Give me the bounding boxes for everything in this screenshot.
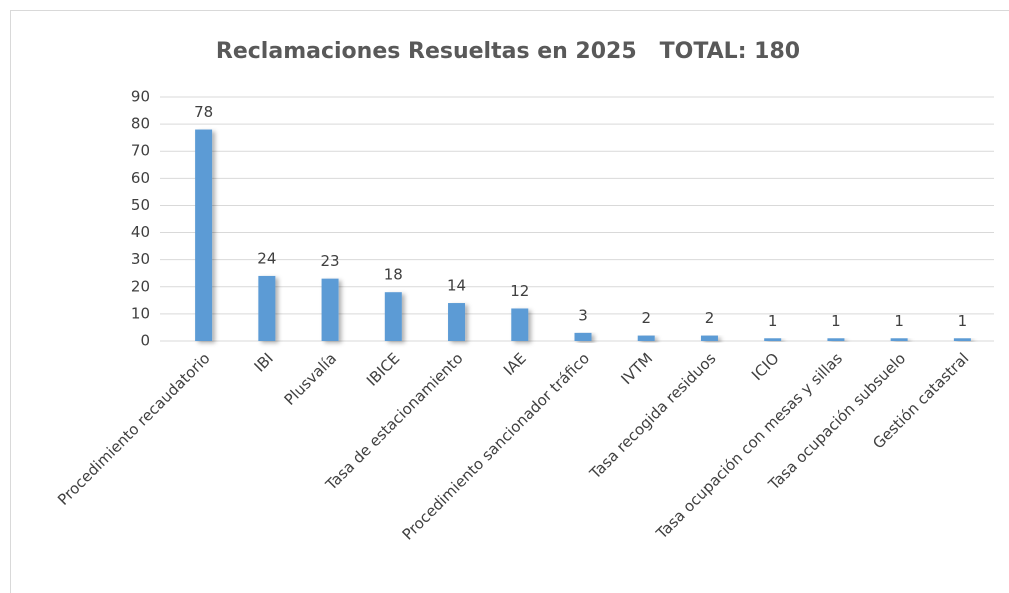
y-tick-label: 0 <box>140 332 150 350</box>
data-label: 1 <box>768 312 778 330</box>
bar <box>574 332 592 341</box>
x-tick-label: IAE <box>500 349 530 379</box>
y-tick-label: 50 <box>131 196 150 214</box>
bar <box>511 308 529 341</box>
bar <box>827 338 845 341</box>
data-label: 2 <box>641 309 651 327</box>
bar <box>384 292 402 341</box>
y-tick-label: 30 <box>131 250 150 268</box>
y-tick-label: 40 <box>131 223 150 241</box>
data-label: 23 <box>321 252 340 270</box>
x-tick-label: Tasa recogida residuos <box>586 349 720 483</box>
data-label: 78 <box>194 103 213 121</box>
bar <box>637 335 655 341</box>
data-label: 2 <box>705 309 715 327</box>
y-tick-label: 90 <box>131 88 150 106</box>
data-label: 18 <box>384 266 403 284</box>
x-tick-label: IVTM <box>617 349 656 388</box>
data-label: 12 <box>510 282 529 300</box>
bar <box>258 275 276 341</box>
data-label: 1 <box>831 312 841 330</box>
bar <box>890 338 908 341</box>
x-tick-label: Procedimiento recaudatorio <box>54 349 214 509</box>
y-tick-label: 70 <box>131 142 150 160</box>
bar <box>953 338 971 341</box>
chart-border <box>10 10 1009 593</box>
x-tick-label: IBI <box>251 349 277 375</box>
x-tick-label: ICIO <box>748 349 783 384</box>
data-label: 24 <box>257 249 276 267</box>
y-tick-label: 60 <box>131 169 150 187</box>
y-tick-label: 20 <box>131 277 150 295</box>
chart-title: Reclamaciones Resueltas en 2025 TOTAL: 1… <box>216 39 800 64</box>
bar <box>195 129 213 341</box>
y-tick-label: 80 <box>131 115 150 133</box>
bar <box>764 338 782 341</box>
bar <box>448 303 466 341</box>
bar <box>321 278 339 341</box>
data-label: 1 <box>894 312 904 330</box>
data-label: 14 <box>447 277 466 295</box>
bar <box>700 335 718 341</box>
y-tick-label: 10 <box>131 304 150 322</box>
data-label: 3 <box>578 306 588 324</box>
data-label: 1 <box>958 312 968 330</box>
x-tick-label: IBICE <box>363 349 403 389</box>
x-tick-label: Plusvalía <box>281 349 340 408</box>
